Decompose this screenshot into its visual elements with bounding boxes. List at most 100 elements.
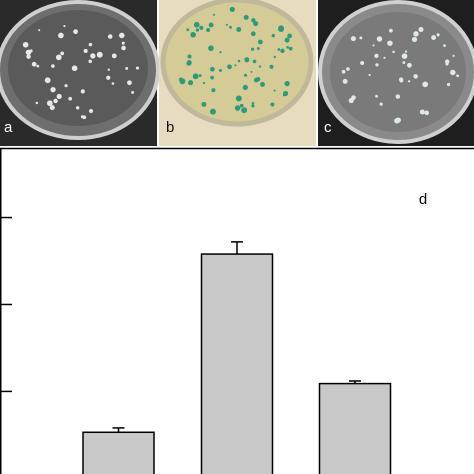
colony xyxy=(284,37,290,43)
colony xyxy=(350,36,356,42)
colony xyxy=(58,32,64,39)
colony xyxy=(186,28,190,32)
colony xyxy=(106,75,111,80)
colony xyxy=(96,51,103,58)
colony xyxy=(29,49,33,53)
bar xyxy=(318,382,392,474)
colony xyxy=(346,67,350,71)
colony xyxy=(49,105,55,111)
colony xyxy=(88,59,92,64)
colony xyxy=(127,80,132,86)
colony xyxy=(431,35,437,41)
colony xyxy=(242,84,248,90)
colony xyxy=(284,80,290,87)
colony xyxy=(288,46,293,51)
colony xyxy=(418,27,424,33)
colony xyxy=(404,50,408,53)
photo-a xyxy=(0,0,160,146)
colony xyxy=(277,48,281,51)
colony xyxy=(286,45,289,49)
colony xyxy=(63,24,66,28)
colony xyxy=(178,77,184,82)
colony xyxy=(376,36,383,42)
colony xyxy=(383,56,386,59)
colony xyxy=(271,33,275,38)
colony xyxy=(456,74,460,78)
colony xyxy=(26,54,31,59)
colony xyxy=(35,101,39,105)
bar xyxy=(82,431,155,474)
colony xyxy=(419,109,425,115)
colony xyxy=(269,64,274,69)
colony xyxy=(444,59,450,64)
colony xyxy=(22,41,29,48)
panel-label: c xyxy=(324,119,332,136)
colony xyxy=(255,76,261,82)
colony xyxy=(256,47,260,50)
colony xyxy=(250,31,256,37)
colony xyxy=(359,36,363,40)
colony xyxy=(436,33,440,37)
colony xyxy=(450,69,456,76)
colony xyxy=(192,73,199,80)
colony xyxy=(375,63,379,67)
colony xyxy=(258,65,262,68)
colony xyxy=(206,27,211,32)
colony xyxy=(218,68,222,72)
colony xyxy=(107,68,110,71)
colony xyxy=(229,25,232,29)
colony xyxy=(202,81,206,85)
colony xyxy=(131,90,135,94)
colony xyxy=(190,31,196,38)
colony xyxy=(229,6,235,12)
colony xyxy=(342,78,348,84)
colony xyxy=(278,26,284,33)
colony xyxy=(270,102,275,107)
colony xyxy=(257,39,263,45)
colony xyxy=(446,82,451,87)
colony xyxy=(422,81,429,88)
colony xyxy=(250,70,253,73)
colony xyxy=(60,51,65,56)
colony xyxy=(341,69,346,74)
colony xyxy=(56,93,62,100)
colony xyxy=(36,64,40,68)
colony xyxy=(237,59,241,63)
colony xyxy=(452,54,455,57)
colony xyxy=(208,45,214,52)
colony xyxy=(368,73,371,77)
colony xyxy=(107,34,113,39)
colony xyxy=(125,66,129,70)
photo-b xyxy=(159,0,316,146)
colony xyxy=(244,73,248,77)
colony xyxy=(407,80,411,83)
colony xyxy=(38,29,41,32)
colony xyxy=(401,53,408,59)
colony xyxy=(68,96,73,101)
colony xyxy=(135,66,140,70)
colony xyxy=(210,66,215,72)
colony xyxy=(411,36,418,43)
colony xyxy=(198,74,202,78)
colony xyxy=(236,27,242,33)
colony xyxy=(111,82,115,85)
colony xyxy=(280,48,285,54)
colony xyxy=(80,115,84,119)
colony xyxy=(83,48,88,53)
colony xyxy=(273,89,276,92)
colony xyxy=(387,40,393,46)
colony xyxy=(392,50,395,54)
colony xyxy=(251,18,256,23)
panel-label: d xyxy=(419,191,427,208)
colony xyxy=(407,62,412,68)
colony xyxy=(287,33,292,39)
bar xyxy=(200,253,274,474)
colony xyxy=(360,61,365,66)
panel-label: a xyxy=(4,119,13,136)
colony xyxy=(251,104,255,108)
colony xyxy=(235,95,242,102)
colony xyxy=(88,108,94,114)
colony xyxy=(208,22,214,28)
colony xyxy=(379,102,383,106)
colony xyxy=(75,106,80,110)
